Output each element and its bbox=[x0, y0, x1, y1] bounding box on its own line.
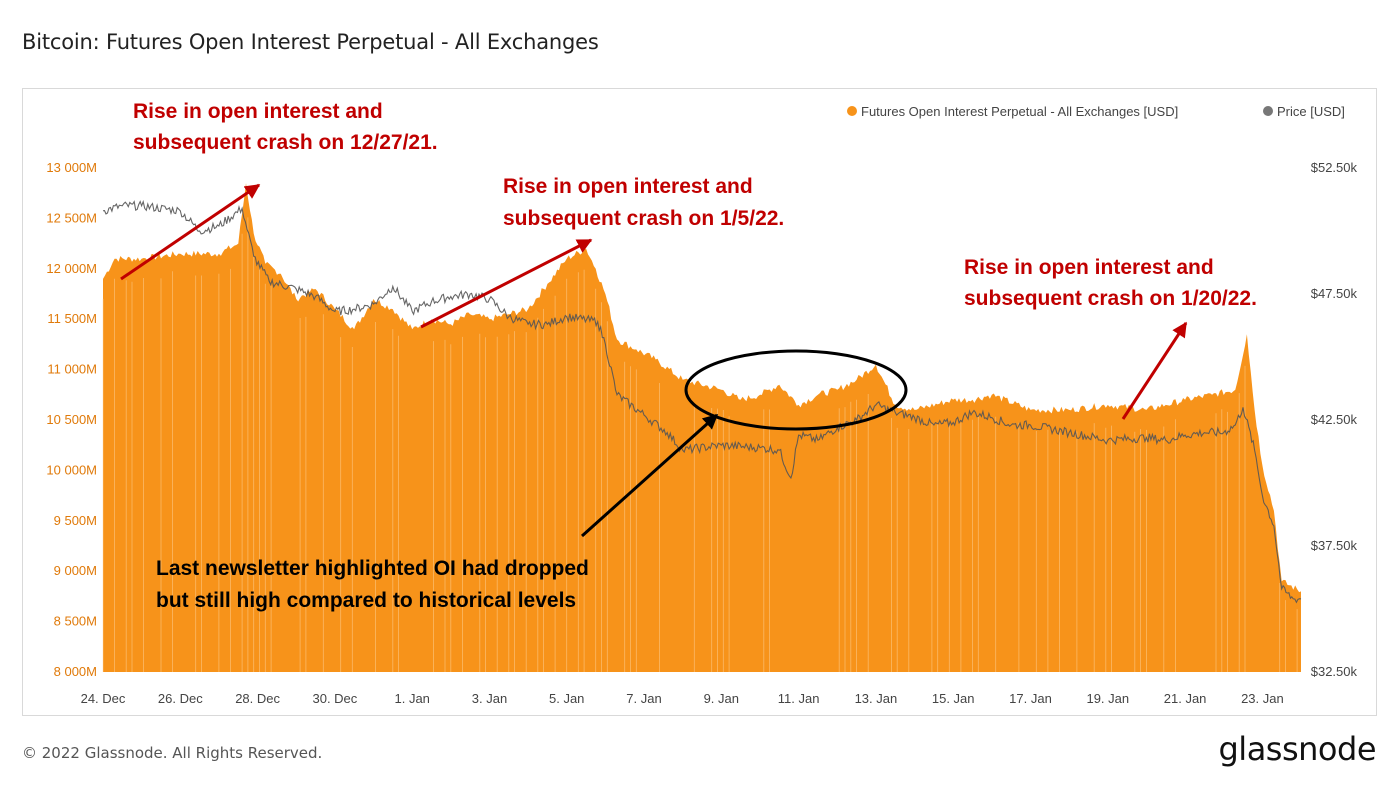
x-tick-label: 15. Jan bbox=[932, 691, 975, 706]
page-title: Bitcoin: Futures Open Interest Perpetual… bbox=[22, 30, 599, 54]
annotation-newsletter-line1: Last newsletter highlighted OI had dropp… bbox=[156, 557, 589, 580]
legend-oi-swatch[interactable] bbox=[847, 106, 857, 116]
x-tick-label: 26. Dec bbox=[158, 691, 203, 706]
x-tick-label: 5. Jan bbox=[549, 691, 584, 706]
annotation-jan20-line2: subsequent crash on 1/20/22. bbox=[964, 287, 1257, 310]
y-left-tick-label: 11 000M bbox=[47, 362, 97, 377]
x-axis: 24. Dec 26. Dec 28. Dec 30. Dec 1. Jan 3. Jan… bbox=[81, 691, 1284, 706]
chart-svg: 13 000M 12 500M 12 000M 11 500M 11 000M 10 50… bbox=[46, 100, 1358, 706]
y-left-tick-label: 8 000M bbox=[54, 664, 97, 679]
annotation-jan5-arrow bbox=[420, 238, 593, 329]
y-left-tick-label: 8 500M bbox=[54, 614, 97, 629]
annotation-newsletter: Last newsletter highlighted OI had dropp… bbox=[156, 349, 908, 612]
y-left-tick-label: 11 500M bbox=[47, 311, 97, 326]
annotation-dec27-arrow bbox=[120, 183, 261, 281]
x-tick-label: 24. Dec bbox=[81, 691, 126, 706]
x-tick-label: 13. Jan bbox=[855, 691, 898, 706]
annotation-jan5-line1: Rise in open interest and bbox=[503, 175, 753, 198]
y-axis-left: 13 000M 12 500M 12 000M 11 500M 11 000M 10 50… bbox=[46, 160, 97, 679]
annotation-jan5-line2: subsequent crash on 1/5/22. bbox=[503, 207, 784, 230]
price-line-series bbox=[102, 199, 1302, 604]
x-tick-label: 28. Dec bbox=[235, 691, 280, 706]
y-right-tick-label: $47.50k bbox=[1311, 286, 1358, 301]
annotation-jan20-line1: Rise in open interest and bbox=[964, 256, 1214, 279]
footer-copyright: © 2022 Glassnode. All Rights Reserved. bbox=[22, 744, 323, 762]
y-left-tick-label: 10 000M bbox=[46, 462, 97, 477]
chart-frame: 13 000M 12 500M 12 000M 11 500M 11 000M 10 50… bbox=[22, 88, 1377, 716]
y-left-tick-label: 9 000M bbox=[54, 563, 97, 578]
annotation-dec27-line2: subsequent crash on 12/27/21. bbox=[133, 131, 438, 154]
y-left-tick-label: 12 500M bbox=[46, 210, 97, 225]
oi-area-texture bbox=[102, 217, 1298, 672]
y-axis-right: $52.50k $47.50k $42.50k $37.50k $32.50k bbox=[1311, 160, 1358, 679]
annotation-jan20: Rise in open interest and subsequent cra… bbox=[964, 256, 1257, 420]
annotation-jan5: Rise in open interest and subsequent cra… bbox=[420, 175, 784, 329]
y-left-tick-label: 10 500M bbox=[46, 412, 97, 427]
brand-logo: glassnode bbox=[1218, 730, 1376, 768]
x-tick-label: 3. Jan bbox=[472, 691, 507, 706]
legend-oi-label[interactable]: Futures Open Interest Perpetual - All Ex… bbox=[861, 104, 1178, 119]
annotation-newsletter-arrow bbox=[580, 413, 719, 538]
x-tick-label: 9. Jan bbox=[704, 691, 739, 706]
annotation-newsletter-ellipse bbox=[684, 349, 908, 431]
y-right-tick-label: $32.50k bbox=[1311, 664, 1358, 679]
x-tick-label: 19. Jan bbox=[1086, 691, 1129, 706]
x-tick-label: 17. Jan bbox=[1009, 691, 1052, 706]
y-right-tick-label: $37.50k bbox=[1311, 538, 1358, 553]
annotation-jan20-arrow bbox=[1121, 321, 1188, 420]
y-left-tick-label: 9 500M bbox=[54, 513, 97, 528]
y-left-tick-label: 13 000M bbox=[46, 160, 97, 175]
annotation-newsletter-line2: but still high compared to historical le… bbox=[156, 589, 576, 612]
x-tick-label: 7. Jan bbox=[626, 691, 661, 706]
annotation-dec27: Rise in open interest and subsequent cra… bbox=[120, 100, 438, 281]
legend: Futures Open Interest Perpetual - All Ex… bbox=[847, 104, 1345, 119]
y-left-tick-label: 12 000M bbox=[46, 261, 97, 276]
x-tick-label: 23. Jan bbox=[1241, 691, 1284, 706]
y-right-tick-label: $52.50k bbox=[1311, 160, 1358, 175]
x-tick-label: 11. Jan bbox=[778, 691, 820, 706]
x-tick-label: 21. Jan bbox=[1164, 691, 1207, 706]
x-tick-label: 30. Dec bbox=[312, 691, 357, 706]
annotation-dec27-line1: Rise in open interest and bbox=[133, 100, 383, 123]
x-tick-label: 1. Jan bbox=[394, 691, 429, 706]
legend-price-swatch[interactable] bbox=[1263, 106, 1273, 116]
legend-price-label[interactable]: Price [USD] bbox=[1277, 104, 1345, 119]
y-right-tick-label: $42.50k bbox=[1311, 412, 1358, 427]
